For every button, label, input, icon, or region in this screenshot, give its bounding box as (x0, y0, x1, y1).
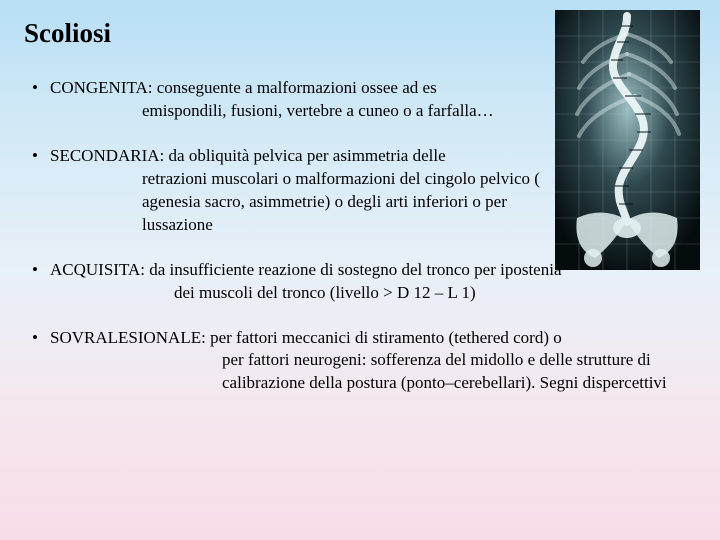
bullet-item-1: SECONDARIA: da obliquità pelvica per asi… (24, 145, 696, 237)
bullet-item-3: SOVRALESIONALE: per fattori meccanici di… (24, 327, 696, 396)
bullet-lead: SECONDARIA: da obliquità pelvica per asi… (50, 145, 560, 168)
bullet-item-2: ACQUISITA: da insufficiente reazione di … (24, 259, 696, 305)
bullet-lead: ACQUISITA: da insufficiente reazione di … (50, 259, 696, 282)
bullet-item-0: CONGENITA: conseguente a malformazioni o… (24, 77, 696, 123)
bullet-continuation: dei muscoli del tronco (livello > D 12 –… (50, 282, 696, 305)
bullet-lead: CONGENITA: conseguente a malformazioni o… (50, 77, 560, 100)
bullet-continuation: retrazioni muscolari o malformazioni del… (50, 168, 560, 237)
bullet-lead: SOVRALESIONALE: per fattori meccanici di… (50, 327, 696, 350)
bullet-continuation: emispondili, fusioni, vertebre a cuneo o… (50, 100, 560, 123)
bullet-continuation: per fattori neurogeni: sofferenza del mi… (50, 349, 696, 395)
